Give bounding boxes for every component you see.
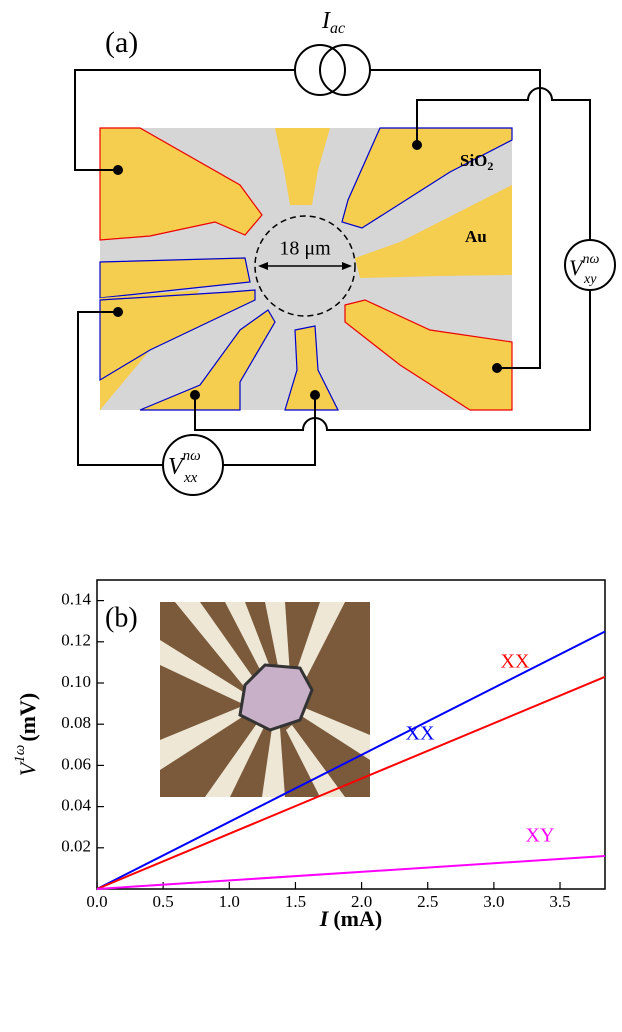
x-label-unit: (mA) [333,906,382,931]
panel-label: (a) [105,26,138,59]
data-line [97,856,605,889]
y-tick-label: 0.10 [61,672,91,691]
metal-label: Au [465,227,487,246]
label-sup: nω [183,448,201,464]
scale-label: 18 μm [279,238,331,260]
label-sub: ac [330,20,345,37]
y-axis-label: V1ω(mV) [12,693,40,776]
figure: 18 μm SiO2 Au (a) Iac Vnωxy Vnωxx 0.00.5… [0,0,622,1032]
label-sub: 2 [487,159,493,173]
contact [113,307,123,317]
y-label-sup: 1ω [12,745,28,763]
page: 18 μm SiO2 Au (a) Iac Vnωxy Vnωxx 0.00.5… [0,0,622,1032]
y-tick-label: 0.06 [61,754,91,773]
contact [412,140,422,150]
contact [113,165,123,175]
label-sub: xy [583,272,597,287]
x-tick-label: 2.5 [417,892,438,911]
series-label: XX [501,651,530,673]
y-tick-label: 0.08 [61,713,91,732]
series-label: XX [406,723,435,745]
y-label-unit: (mV) [15,693,40,742]
x-tick-label: 0.0 [86,892,107,911]
y-tick-label: 0.12 [61,631,91,650]
contact [190,390,200,400]
x-axis-label: I(mA) [319,906,382,931]
source-label: Iac [321,8,345,37]
contact [310,390,320,400]
label-sub: xx [183,470,198,486]
x-tick-label: 1.5 [285,892,306,911]
x-tick-label: 3.0 [483,892,504,911]
y-tick-label: 0.02 [61,837,91,856]
x-tick-label: 1.0 [219,892,240,911]
contact [492,363,502,373]
label-sup: nω [582,252,599,267]
y-tick-label: 0.04 [61,796,91,815]
x-tick-label: 3.5 [549,892,570,911]
panel-label: (b) [105,602,138,633]
label-main: SiO [460,151,487,170]
x-tick-label: 0.5 [153,892,174,911]
inset-photo [160,602,370,797]
x-label-main: I [319,906,330,931]
series-label: XY [526,825,555,847]
y-tick-label: 0.14 [61,590,91,609]
